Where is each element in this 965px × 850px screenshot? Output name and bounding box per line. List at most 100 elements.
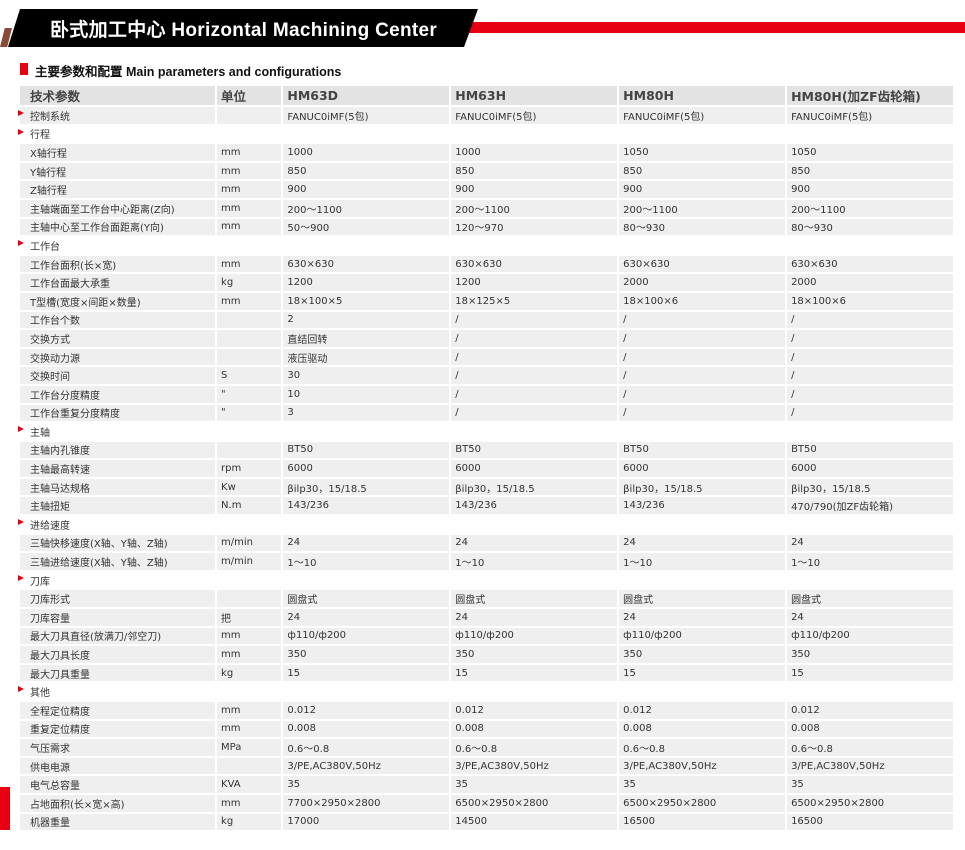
param-name-text: 主轴马达规格: [30, 483, 90, 495]
value-cell: 24: [787, 534, 955, 554]
value-cell-text: /: [623, 351, 627, 363]
param-name: 刀库: [18, 571, 218, 591]
param-name: 供电电源: [20, 757, 218, 777]
param-name: Z轴行程: [20, 181, 218, 200]
value-cell: 24: [451, 534, 620, 554]
param-name-text: 交换动力源: [30, 353, 80, 365]
header-model: HM80H(加ZF齿轮箱): [787, 86, 955, 107]
value-cell-text: 0.008: [455, 723, 484, 735]
param-name-text: 主轴扭矩: [30, 502, 70, 514]
value-cell: [787, 571, 955, 591]
value-cell-text: 24: [623, 611, 636, 623]
value-cell-text: /: [623, 314, 627, 326]
triangle-bullet-icon: [18, 519, 24, 526]
section-row: 工作台: [18, 237, 955, 256]
value-cell-text: 143/236: [287, 500, 329, 512]
section-row: 进给速度: [18, 516, 955, 535]
table-row: 交换时间 S 30 / / /: [20, 367, 955, 386]
table-row: 电气总容量 KVA 35 35 35 35: [20, 776, 955, 795]
param-name-text: 控制系统: [30, 111, 70, 123]
param-name: 全程定位精度: [20, 702, 218, 721]
table-row: Z轴行程 mm 900 900 900 900: [20, 181, 955, 200]
value-cell: 1200: [451, 274, 620, 293]
value-cell: /: [787, 330, 955, 349]
value-cell: [451, 423, 620, 442]
value-cell: 1000: [451, 144, 620, 163]
value-cell-text: 1～10: [287, 558, 317, 570]
value-cell: 35: [283, 776, 452, 795]
value-cell: 2000: [787, 274, 955, 293]
header-unit: 单位: [217, 86, 284, 107]
unit-cell-text: ": [221, 388, 226, 400]
value-cell-text: /: [791, 351, 795, 363]
triangle-bullet-icon: [18, 110, 24, 116]
value-cell-text: BT50: [623, 444, 649, 456]
header-model: HM63D: [283, 86, 452, 107]
value-cell-text: /: [623, 332, 627, 344]
value-cell-text: 6500×2950×2800: [455, 797, 549, 809]
value-cell-text: 24: [791, 611, 804, 623]
table-row: Y轴行程 mm 850 850 850 850: [20, 162, 955, 182]
unit-cell-text: ": [221, 407, 226, 419]
value-cell: 0.6～0.8: [619, 739, 788, 758]
value-cell-text: 35: [455, 779, 469, 791]
value-cell-text: 200～1100: [623, 204, 678, 216]
value-cell: 0.012: [283, 702, 452, 721]
value-cell-text: 0.012: [455, 704, 484, 716]
param-name-text: 三轴快移速度(X轴、Y轴、Z轴): [30, 539, 168, 551]
value-cell-text: 900: [455, 184, 475, 196]
value-cell: [619, 237, 788, 256]
value-cell: 900: [787, 181, 955, 200]
value-cell: /: [787, 348, 955, 368]
value-cell-text: 470/790(加ZF齿轮箱): [791, 502, 894, 514]
value-cell-text: 0.012: [623, 704, 652, 716]
value-cell-text: 35: [623, 779, 636, 791]
value-cell: 1～10: [619, 553, 788, 572]
section-row: 刀库: [18, 571, 955, 591]
value-cell: 200～1100: [619, 199, 788, 219]
unit-cell: N.m: [217, 497, 284, 517]
unit-cell-text: kg: [221, 667, 234, 679]
value-cell: 850: [619, 162, 788, 182]
unit-cell: [217, 107, 284, 126]
param-name-text: 交换方式: [30, 334, 70, 346]
table-row: X轴行程 mm 1000 1000 1050 1050: [20, 144, 955, 163]
section-row: 其他: [18, 683, 955, 702]
param-name-text: 主轴最高转速: [30, 465, 90, 477]
value-cell-text: 200～1100: [791, 204, 846, 216]
value-cell-text: 1050: [791, 146, 817, 158]
value-cell: 80～930: [619, 218, 788, 238]
value-cell: 6000: [619, 460, 788, 479]
value-cell: /: [787, 404, 955, 424]
value-cell-text: 18×100×6: [623, 295, 679, 307]
value-cell-text: 143/236: [623, 500, 665, 512]
value-cell-text: 24: [455, 537, 469, 549]
value-cell-text: FANUC0iMF(5包): [455, 111, 537, 123]
param-name-text: 主轴: [30, 427, 50, 439]
param-name: 主轴: [18, 423, 218, 442]
unit-cell-text: mm: [221, 202, 241, 214]
param-name: 主轴端面至工作台中心距离(Z向): [20, 199, 218, 219]
value-cell: 直结回转: [283, 330, 452, 349]
value-cell-text: 1000: [287, 146, 313, 158]
value-cell: [451, 125, 620, 145]
param-name: 气压需求: [20, 739, 218, 758]
param-name-text: 工作台分度精度: [30, 390, 100, 402]
unit-cell: [217, 423, 284, 442]
value-cell: 2000: [619, 274, 788, 293]
header-model: HM80H: [619, 86, 788, 107]
value-cell: 0.008: [451, 720, 620, 740]
value-cell-text: /: [791, 407, 795, 419]
value-cell: /: [451, 311, 620, 331]
value-cell: 1050: [619, 144, 788, 163]
table-row: 最大刀具长度 mm 350 350 350 350: [20, 646, 955, 665]
value-cell-text: 3/PE,AC380V,50Hz: [287, 760, 381, 772]
param-name-text: 电气总容量: [30, 781, 80, 793]
value-cell-text: 24: [455, 611, 469, 623]
value-cell: 15: [787, 664, 955, 684]
value-cell: 15: [619, 664, 788, 684]
value-cell-text: ф110/ф200: [791, 630, 850, 642]
value-cell: FANUC0iMF(5包): [283, 107, 452, 126]
unit-cell: [217, 441, 284, 461]
value-cell-text: βilp30，15/18.5: [623, 483, 703, 495]
